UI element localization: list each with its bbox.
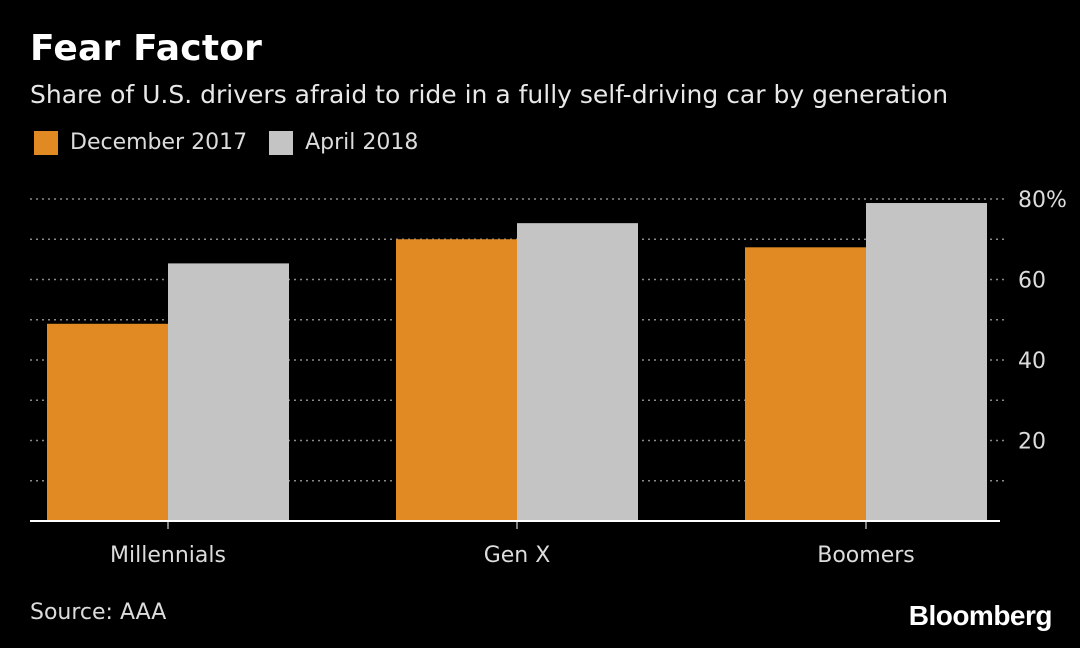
legend-swatch-april-2018 [269,130,294,155]
bar-gen-x-april-2018 [517,223,638,521]
x-tick-label-millennials: Millennials [110,543,226,568]
legend-label-april-2018: April 2018 [305,130,419,155]
y-tick-label-20: 20 [1018,430,1046,455]
legend-label-december-2017: December 2017 [70,130,248,155]
y-tick-label-40: 40 [1018,349,1046,374]
bar-gen-x-december-2017 [396,239,517,521]
y-tick-label-60: 60 [1018,269,1046,294]
bar-millennials-december-2017 [47,323,168,521]
legend-swatch-december-2017 [34,130,58,155]
bar-boomers-april-2018 [866,203,987,521]
chart-subtitle: Share of U.S. drivers afraid to ride in … [30,80,949,109]
legend-item-april-2018: April 2018 [269,130,418,155]
chart-title: Fear Factor [30,28,263,69]
legend: December 2017 April 2018 [34,130,440,155]
source-note: Source: AAA [30,600,167,625]
bar-millennials-april-2018 [168,263,289,521]
x-tick-label-gen-x: Gen X [484,543,551,568]
bar-boomers-december-2017 [745,247,866,522]
bloomberg-logo: Bloomberg [908,600,1053,631]
y-tick-label-80: 80% [1018,188,1067,213]
legend-item-december-2017: December 2017 [34,130,247,155]
x-tick-label-boomers: Boomers [817,543,915,568]
